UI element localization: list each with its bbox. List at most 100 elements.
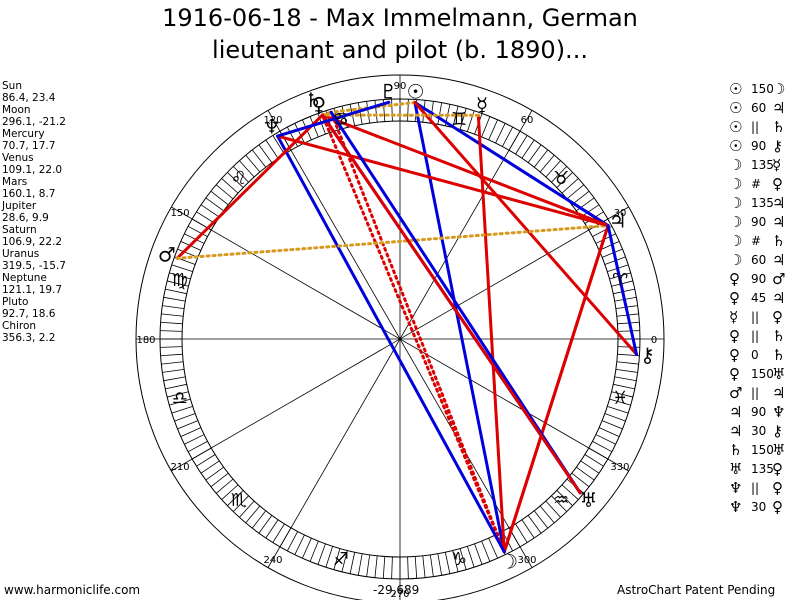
aspect-planet-a: ♂ <box>729 384 743 402</box>
degree-tick <box>592 440 613 453</box>
aspect-planet-b: ♃ <box>772 384 786 402</box>
degree-tick <box>611 391 633 398</box>
degree-tick <box>598 241 620 251</box>
degree-tick <box>180 427 202 437</box>
aspect-planet-a: ☽ <box>729 232 743 250</box>
aspect-row: ♂ || ♃ <box>729 384 799 403</box>
aspect-row: ♀ 90 ♂ <box>729 270 799 289</box>
degree-tick <box>165 288 187 295</box>
aspect-planet-a: ♆ <box>729 498 743 516</box>
degree-label: 90 <box>394 81 407 92</box>
aspect-row: ♆ 30 ♀ <box>729 498 799 517</box>
planet-name-sun: Sun <box>2 80 22 92</box>
aspect-angle: 30 <box>751 424 767 438</box>
degree-tick <box>205 466 224 481</box>
aspect-planet-b: ☿ <box>772 156 782 174</box>
degree-tick <box>407 556 409 579</box>
aspect-planet-a: ☉ <box>729 118 743 136</box>
aspect-planet-b: ♀ <box>772 308 783 326</box>
degree-tick <box>187 440 208 453</box>
aspect-line-moon-jupiter <box>502 224 610 554</box>
sign-aries-icon: ♈ <box>612 270 628 291</box>
aspect-planet-b: ♀ <box>772 460 783 478</box>
degree-tick <box>258 515 273 534</box>
aspect-row: ☉ 60 ♃ <box>729 99 799 118</box>
aspect-angle: 150 <box>751 367 774 381</box>
planet-position-chiron: 356.3, 2.2 <box>2 332 56 344</box>
degree-tick <box>576 466 595 481</box>
aspect-line-moon-neptune <box>276 134 506 554</box>
degree-tick <box>232 495 249 512</box>
degree-tick <box>366 554 371 577</box>
degree-tick <box>391 556 393 579</box>
aspect-planet-a: ☉ <box>729 80 743 98</box>
degree-tick <box>527 515 542 534</box>
aspect-row: ♆ || ♀ <box>729 479 799 498</box>
aspect-line-jupiter-chiron <box>606 224 639 356</box>
planet-neptune-icon: ♆ <box>263 115 281 139</box>
aspect-row: ☉ || ♄ <box>729 118 799 137</box>
aspect-line-uranus-venus <box>320 113 582 495</box>
degree-tick <box>561 178 579 194</box>
degree-label: 30 <box>614 208 627 219</box>
degree-tick <box>488 537 498 559</box>
degree-tick <box>580 460 600 474</box>
degree-tick <box>595 434 616 445</box>
degree-tick <box>374 555 378 578</box>
degree-tick <box>391 99 393 122</box>
degree-tick <box>609 398 631 406</box>
degree-tick <box>551 495 568 512</box>
degree-label: 300 <box>517 555 536 566</box>
aspect-list: ☉ 150 ☽ ☉ 60 ♃ ☉ || ♄ ☉ 90 ⚷ ☽ 135 ☿ ☽ # ♀ ☽ 135 ♃ ☽ 90 ♃ ☽ # ♄ ☽ 60… <box>729 80 799 517</box>
planet-name-jupiter: Jupiter <box>2 200 37 212</box>
aspect-angle: 60 <box>751 101 767 115</box>
aspect-line-neptune-pluto <box>276 100 391 138</box>
degree-label: 270 <box>390 589 409 600</box>
aspect-planet-a: ☿ <box>729 308 739 326</box>
sign-aquarius-icon: ♒ <box>553 490 569 511</box>
degree-tick <box>601 420 623 430</box>
degree-tick <box>466 546 475 568</box>
aspect-angle: 90 <box>751 139 767 153</box>
sign-taurus-icon: ♉ <box>553 168 569 189</box>
degree-tick <box>595 233 616 244</box>
degree-tick <box>341 550 348 572</box>
planet-moon-icon: ☽ <box>500 550 518 574</box>
aspect-planet-a: ♀ <box>729 346 740 364</box>
aspect-row: ♃ 90 ♆ <box>729 403 799 422</box>
title-line-1: 1916-06-18 - Max Immelmann, German <box>162 4 638 32</box>
aspect-planet-a: ♀ <box>729 270 740 288</box>
aspect-planet-a: ☉ <box>729 137 743 155</box>
degree-tick <box>437 553 443 576</box>
degree-tick <box>169 272 191 280</box>
degree-tick <box>566 184 585 200</box>
degree-tick <box>169 398 191 406</box>
title-line-2: lieutenant and pilot (b. 1890)... <box>212 36 588 64</box>
aspect-angle: || <box>751 310 760 324</box>
degree-label: 150 <box>170 208 189 219</box>
planet-position-moon: 296.1, -21.2 <box>2 116 66 128</box>
planet-name-mercury: Mercury <box>2 128 45 140</box>
degree-tick <box>561 484 579 500</box>
aspect-planet-a: ♀ <box>729 365 740 383</box>
planet-position-jupiter: 28.6, 9.9 <box>2 212 49 224</box>
degree-tick <box>545 500 561 518</box>
aspect-planet-a: ♃ <box>729 403 743 421</box>
degree-tick <box>265 139 279 159</box>
chart-title: 1916-06-18 - Max Immelmann, German lieut… <box>0 2 800 66</box>
degree-tick <box>551 166 568 183</box>
aspect-row: ☽ # ♄ <box>729 232 799 251</box>
aspect-row: ♅ 135 ♀ <box>729 460 799 479</box>
aspect-angle: 45 <box>751 291 767 305</box>
degree-tick <box>615 368 638 373</box>
degree-tick <box>366 101 371 124</box>
degree-tick <box>527 144 542 163</box>
degree-tick <box>533 149 549 168</box>
spoke <box>171 206 629 472</box>
degree-tick <box>613 383 635 390</box>
degree-tick <box>607 405 629 414</box>
planet-name-mars: Mars <box>2 176 28 188</box>
aspect-angle: # <box>751 234 762 248</box>
aspect-planet-a: ☽ <box>729 251 743 269</box>
degree-tick <box>171 405 193 414</box>
